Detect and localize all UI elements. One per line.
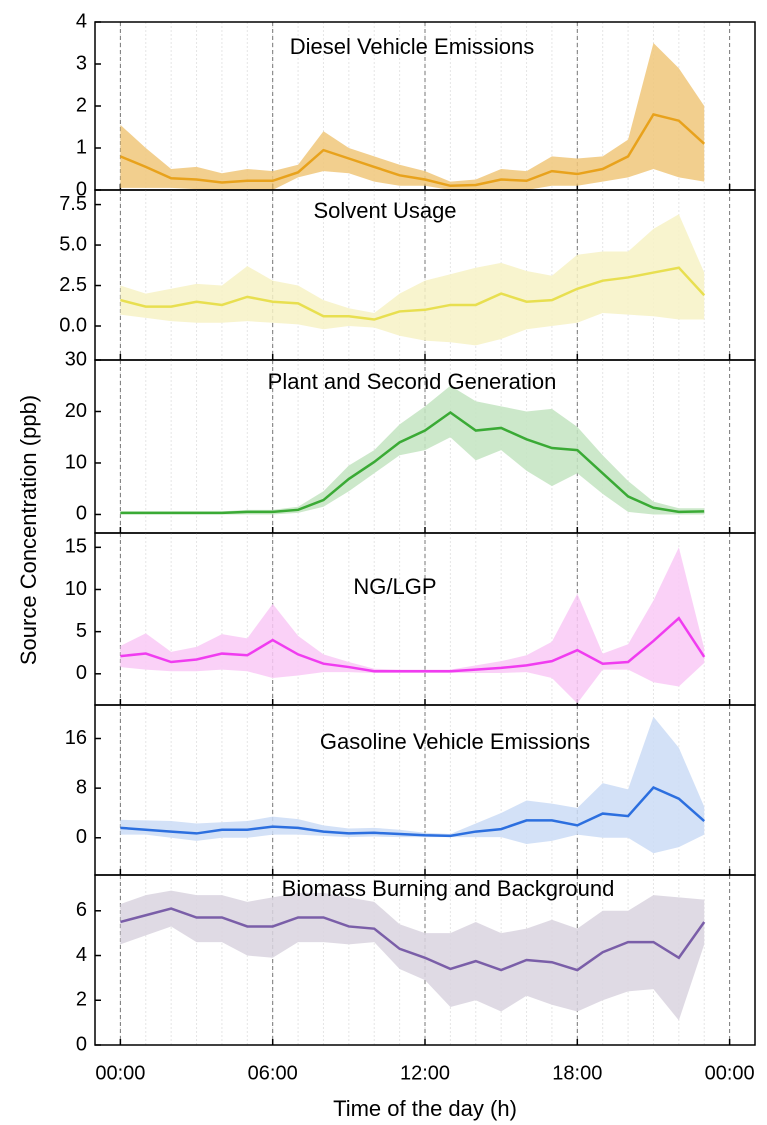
panel-title: Diesel Vehicle Emissions bbox=[290, 34, 535, 59]
y-tick-label: 8 bbox=[76, 776, 87, 798]
panel-title: Plant and Second Generation bbox=[268, 369, 557, 394]
y-tick-label: 10 bbox=[65, 578, 87, 600]
y-tick-label: 16 bbox=[65, 727, 87, 749]
y-tick-label: 0 bbox=[76, 826, 87, 848]
y-tick-label: 1 bbox=[76, 136, 87, 158]
uncertainty-band bbox=[120, 385, 705, 515]
y-tick-label: 30 bbox=[65, 348, 87, 370]
y-tick-label: 7.5 bbox=[59, 193, 87, 215]
y-tick-label: 2 bbox=[76, 94, 87, 116]
panel-title: Biomass Burning and Background bbox=[282, 876, 615, 901]
y-tick-label: 0 bbox=[76, 1033, 87, 1055]
y-tick-label: 4 bbox=[76, 944, 87, 966]
x-axis-label: Time of the day (h) bbox=[333, 1096, 517, 1121]
y-tick-label: 0 bbox=[76, 178, 87, 200]
y-tick-label: 5 bbox=[76, 620, 87, 642]
panel-title: NG/LGP bbox=[353, 574, 436, 599]
x-tick-label: 00:00 bbox=[95, 1062, 145, 1084]
y-tick-label: 3 bbox=[76, 52, 87, 74]
y-tick-label: 2 bbox=[76, 989, 87, 1011]
uncertainty-band bbox=[120, 547, 705, 704]
uncertainty-band bbox=[120, 43, 705, 190]
uncertainty-band bbox=[120, 890, 705, 1021]
y-tick-label: 0 bbox=[76, 503, 87, 525]
y-tick-label: 10 bbox=[65, 451, 87, 473]
y-tick-label: 6 bbox=[76, 899, 87, 921]
uncertainty-band bbox=[120, 214, 705, 346]
x-tick-label: 18:00 bbox=[552, 1062, 602, 1084]
x-tick-label: 00:00 bbox=[705, 1062, 755, 1084]
panel-title: Solvent Usage bbox=[313, 198, 456, 223]
x-tick-label: 12:00 bbox=[400, 1062, 450, 1084]
mean-line bbox=[120, 616, 706, 673]
x-tick-label: 06:00 bbox=[248, 1062, 298, 1084]
y-tick-label: 20 bbox=[65, 400, 87, 422]
y-tick-label: 2.5 bbox=[59, 274, 87, 296]
mean-line bbox=[120, 410, 705, 515]
mean-line bbox=[120, 786, 706, 838]
y-axis-label: Source Concentration (ppb) bbox=[16, 395, 41, 665]
uncertainty-band bbox=[120, 716, 705, 854]
y-tick-label: 0 bbox=[76, 662, 87, 684]
y-tick-label: 0.0 bbox=[59, 314, 87, 336]
y-tick-label: 5.0 bbox=[59, 233, 87, 255]
y-tick-label: 15 bbox=[65, 536, 87, 558]
mean-line bbox=[119, 112, 706, 188]
mean-line bbox=[120, 907, 706, 972]
panel-frame bbox=[94, 874, 756, 1046]
panel-title: Gasoline Vehicle Emissions bbox=[320, 729, 590, 754]
y-tick-label: 4 bbox=[76, 10, 87, 32]
mean-line bbox=[120, 266, 706, 321]
